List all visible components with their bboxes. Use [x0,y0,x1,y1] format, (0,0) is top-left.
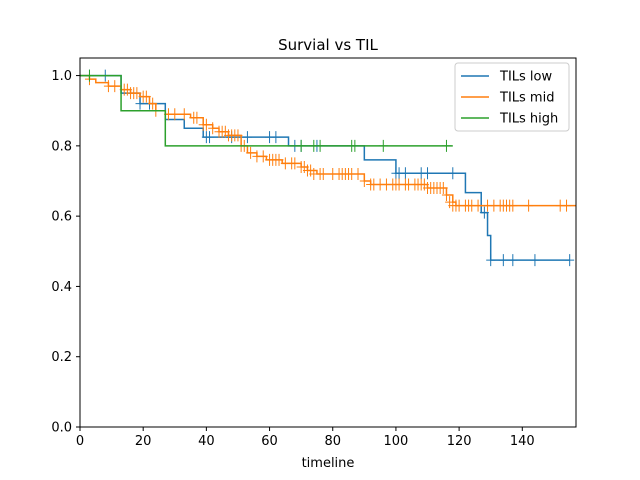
censor-mark [441,189,451,202]
y-tick-label: 0.4 [51,280,72,295]
censor-mark [508,199,518,212]
censor-mark [508,254,518,267]
censor-mark [141,90,151,103]
censor-mark [296,139,306,152]
censor-mark [448,167,458,180]
plot-area [79,57,577,428]
censor-mark [242,131,252,144]
censor-mark [205,131,215,144]
x-tick-label: 40 [198,434,215,449]
censor-mark [498,254,508,267]
censor-mark [271,131,281,144]
censor-mark [530,254,540,267]
legend-label: TILs high [499,112,558,127]
censor-mark [479,206,489,219]
y-tick-label: 1.0 [51,69,72,84]
censor-mark [318,167,328,180]
censor-mark [524,199,534,212]
censor-mark [400,167,410,180]
censor-mark [274,153,284,166]
censor-mark [258,150,268,163]
censor-mark [473,199,483,212]
x-tick-label: 60 [261,434,278,449]
axes-frame [79,57,577,428]
censor-mark [246,146,256,159]
x-tick-label: 100 [384,434,409,449]
censor-mark [110,80,120,93]
censor-mark [132,87,142,100]
censor-mark [378,139,388,152]
censor-mark [438,182,448,195]
survival-curve [80,74,453,147]
censor-mark [423,167,433,180]
censor-mark [208,122,218,135]
x-tick-label: 0 [76,434,84,449]
censor-mark [170,108,180,121]
legend-box [454,62,570,132]
censor-mark [441,139,451,152]
series-tils-high [80,69,453,152]
legend-item: TILs low [461,70,552,85]
censor-mark [148,97,158,110]
x-axis: 0 20 40 60 80 100 120 140 [76,427,535,449]
x-tick-label: 140 [510,434,535,449]
x-axis-label: timeline [302,456,355,471]
legend-label: TILs low [499,70,552,85]
y-tick-label: 0.0 [51,421,72,436]
censor-mark [359,175,369,187]
censor-mark [486,254,496,267]
censor-mark [179,108,189,121]
censor-mark [315,139,325,152]
series-tils-mid [80,73,576,212]
chart-title: Survial vs TIL [278,36,378,54]
y-tick-label: 0.8 [51,139,72,154]
y-axis: 0.0 0.2 0.4 0.6 0.8 1.0 [51,69,80,436]
x-tick-label: 120 [447,434,472,449]
x-tick-label: 20 [135,434,152,449]
censor-mark [135,97,145,110]
censor-mark [562,199,572,212]
censor-mark [84,69,94,82]
x-tick-label: 80 [324,434,341,449]
legend-item: TILs mid [461,91,554,106]
censor-mark [290,157,300,170]
legend-label: TILs mid [499,91,554,106]
censor-mark [192,111,202,124]
legend-item: TILs high [461,112,558,127]
y-tick-label: 0.2 [51,350,72,365]
legend: TILs low TILs mid TILs high [454,62,570,132]
y-tick-label: 0.6 [51,210,72,225]
censor-mark [350,139,360,152]
censor-mark [565,254,575,267]
censor-mark [353,167,363,180]
censor-mark [233,129,243,142]
series-group [80,69,576,267]
censor-mark [201,118,211,131]
